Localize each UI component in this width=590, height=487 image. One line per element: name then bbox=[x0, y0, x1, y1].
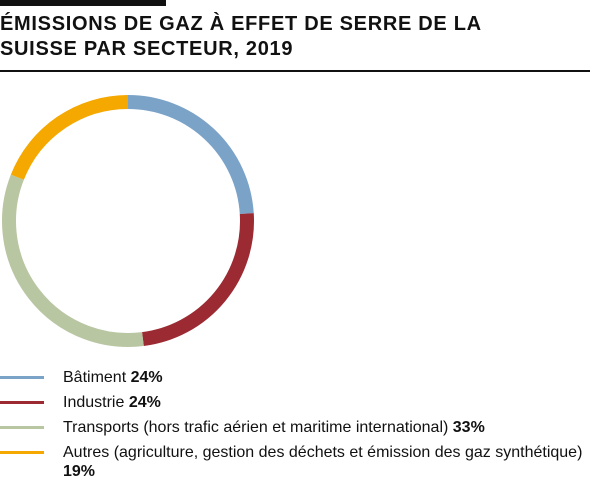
title-accent-bar bbox=[0, 0, 166, 6]
legend-label: Autres (agriculture, gestion des déchets… bbox=[63, 444, 583, 461]
legend-item-transports: Transports (hors trafic aérien et mariti… bbox=[0, 418, 590, 437]
legend-value: 24% bbox=[130, 369, 163, 386]
donut-slice-batiment bbox=[127, 95, 254, 215]
chart-title-line-1: ÉMISSIONS DE GAZ À EFFET DE SERRE DE LA bbox=[0, 13, 482, 35]
legend-swatch bbox=[0, 451, 44, 454]
donut-slice-autres bbox=[10, 95, 129, 180]
legend-label: Industrie bbox=[63, 394, 125, 411]
donut-slice-transports bbox=[2, 174, 144, 347]
title-divider bbox=[0, 70, 590, 72]
legend-swatch bbox=[0, 376, 44, 379]
legend-value: 33% bbox=[452, 419, 485, 436]
chart-legend: Bâtiment 24% Industrie 24% Transports (h… bbox=[0, 368, 590, 487]
legend-label: Bâtiment bbox=[63, 369, 127, 386]
legend-swatch bbox=[0, 401, 44, 404]
legend-item-industrie: Industrie 24% bbox=[0, 393, 590, 412]
legend-swatch bbox=[0, 426, 44, 429]
legend-label: Transports (hors trafic aérien et mariti… bbox=[63, 419, 449, 436]
chart-title-line-2: SUISSE PAR SECTEUR, 2019 bbox=[0, 38, 294, 60]
legend-item-batiment: Bâtiment 24% bbox=[0, 368, 590, 387]
legend-value: 24% bbox=[128, 394, 161, 411]
chart-title: ÉMISSIONS DE GAZ À EFFET DE SERRE DE LA … bbox=[0, 12, 560, 62]
legend-item-autres: Autres (agriculture, gestion des déchets… bbox=[0, 443, 590, 481]
legend-value: 19% bbox=[63, 463, 96, 480]
donut-slice-industrie bbox=[141, 213, 254, 347]
donut-chart bbox=[2, 95, 254, 347]
